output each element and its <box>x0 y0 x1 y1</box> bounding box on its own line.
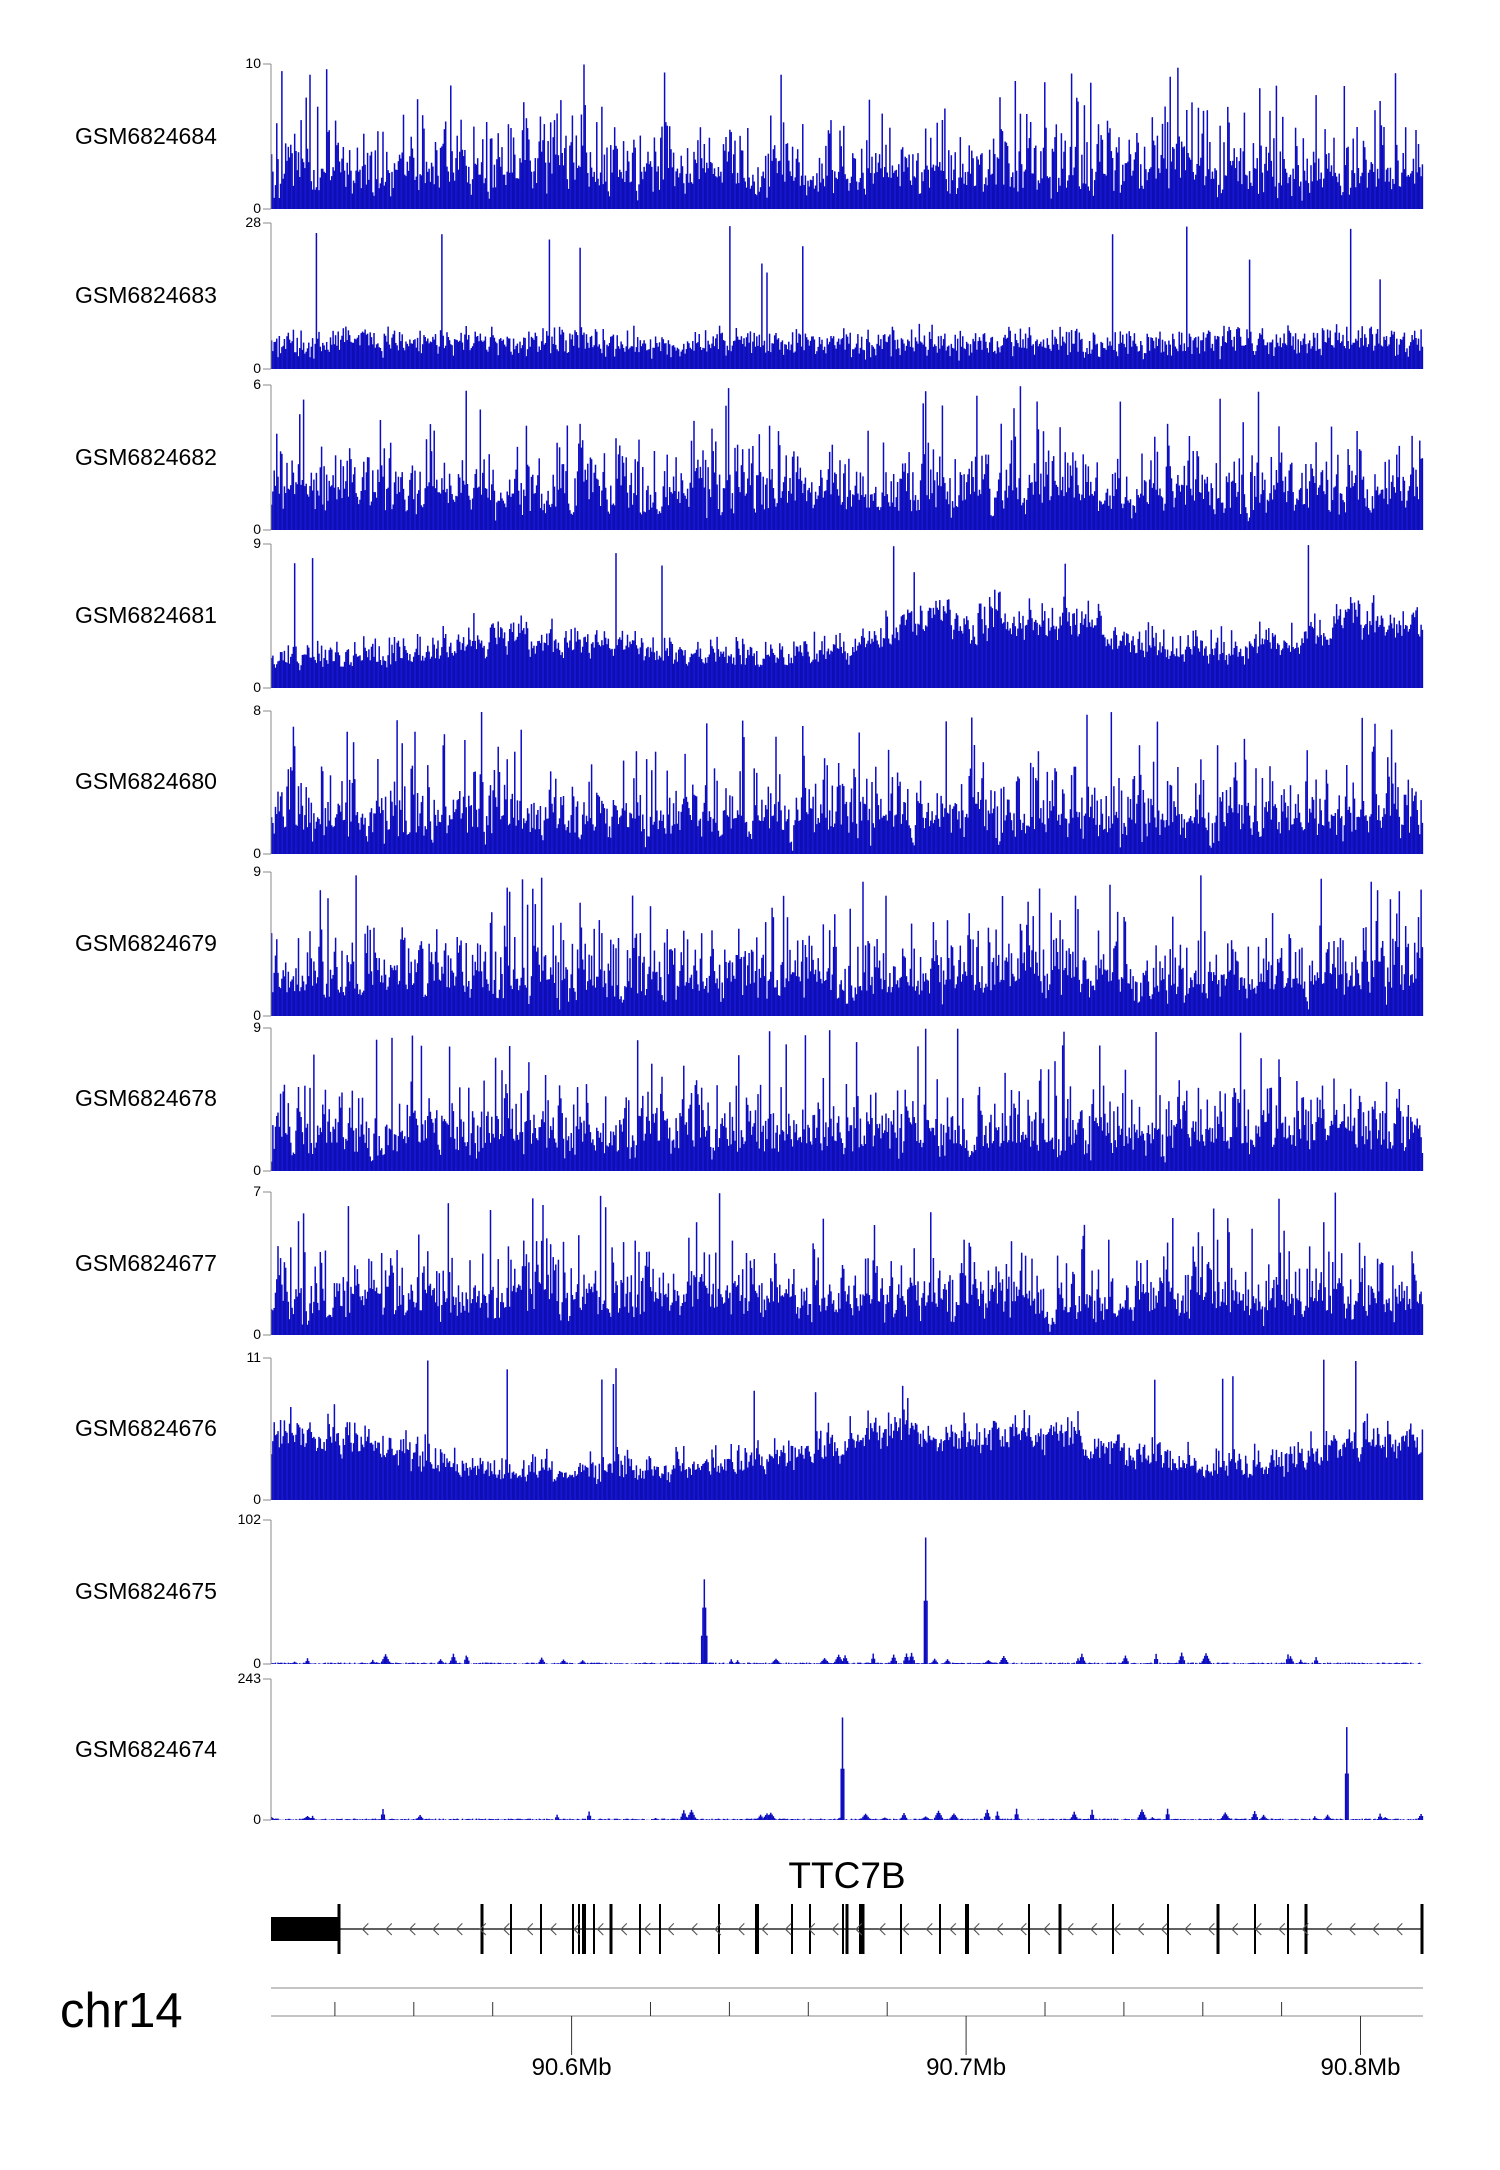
svg-text:90.8Mb: 90.8Mb <box>1320 2054 1400 2081</box>
svg-text:0: 0 <box>253 679 261 695</box>
svg-text:11: 11 <box>246 1349 261 1365</box>
svg-text:0: 0 <box>253 1326 261 1342</box>
svg-text:10: 10 <box>245 55 261 71</box>
svg-text:243: 243 <box>238 1670 262 1686</box>
svg-text:7: 7 <box>253 1183 261 1199</box>
svg-text:0: 0 <box>253 1655 261 1671</box>
svg-text:0: 0 <box>253 360 261 376</box>
svg-text:6: 6 <box>253 376 261 392</box>
svg-text:0: 0 <box>253 1811 261 1827</box>
svg-text:90.7Mb: 90.7Mb <box>926 2054 1006 2081</box>
svg-text:102: 102 <box>238 1511 262 1527</box>
svg-text:TTC7B: TTC7B <box>788 1855 905 1896</box>
svg-text:9: 9 <box>253 863 261 879</box>
svg-text:0: 0 <box>253 1162 261 1178</box>
svg-text:9: 9 <box>253 535 261 551</box>
svg-text:0: 0 <box>253 1491 261 1507</box>
svg-text:9: 9 <box>253 1019 261 1035</box>
svg-text:0: 0 <box>253 845 261 861</box>
svg-text:28: 28 <box>245 214 261 230</box>
svg-text:90.6Mb: 90.6Mb <box>532 2054 612 2081</box>
svg-text:8: 8 <box>253 702 261 718</box>
